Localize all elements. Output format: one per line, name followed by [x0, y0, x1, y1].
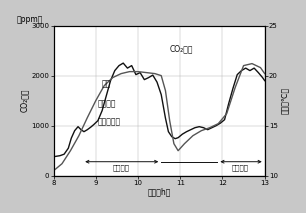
- X-axis label: 時刻［h］: 時刻［h］: [147, 187, 171, 196]
- Text: 敢閉組＊: 敢閉組＊: [113, 165, 130, 171]
- Text: ［ppm］: ［ppm］: [17, 15, 43, 24]
- Text: 屋下側屋開: 屋下側屋開: [98, 118, 121, 127]
- Text: CO₂濃度: CO₂濃度: [170, 45, 193, 54]
- Text: 室温: 室温: [102, 80, 111, 89]
- Y-axis label: CO₂濃度: CO₂濃度: [20, 89, 28, 112]
- Text: 敢閉組＊: 敢閉組＊: [232, 165, 249, 171]
- Text: 生徒不在: 生徒不在: [98, 100, 116, 109]
- Y-axis label: 気温［℃］: 気温［℃］: [281, 87, 290, 114]
